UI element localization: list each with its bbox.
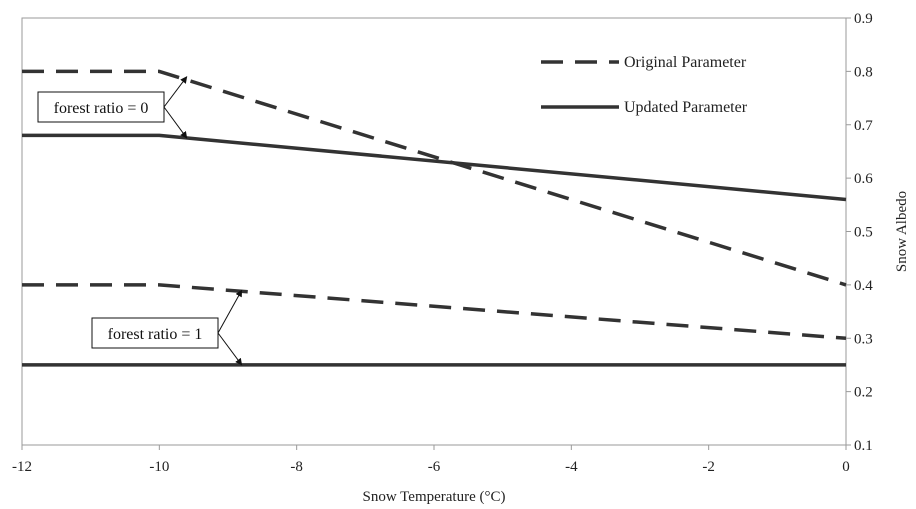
- x-tick-label: -8: [290, 459, 303, 475]
- y-tick-label: 0.3: [854, 331, 873, 347]
- y-tick-label: 0.1: [854, 438, 873, 454]
- series-line-1: [22, 69, 847, 287]
- legend-label-2: Updated Parameter: [624, 99, 748, 116]
- plot-frame: [21, 17, 847, 446]
- annotation-box: [91, 317, 219, 349]
- annotations: forest ratio = 0 forest ratio = 1: [37, 76, 243, 366]
- axes: -12 -10 -8 -6 -4 -2 00.1 0.2 0.3 0.4 0.5 0.6 0.7 0.8 0…: [12, 11, 873, 475]
- annotation-label: forest ratio = 0: [54, 100, 149, 117]
- y-tick-label: 0.6: [854, 171, 873, 187]
- annotation-arrow: [217, 332, 243, 366]
- series-line-2: [22, 133, 847, 202]
- y-tick-label: 0.8: [854, 64, 873, 80]
- y-axis-title: Snow Albedo: [894, 191, 910, 272]
- series-line-3: [22, 283, 847, 341]
- annotation-arrow: [163, 76, 188, 108]
- x-tick-label: -2: [702, 459, 715, 475]
- series-layer: [22, 69, 847, 367]
- annotation-arrow: [163, 106, 188, 139]
- y-tick-label: 0.2: [854, 385, 873, 401]
- annotation-arrow: [217, 289, 243, 334]
- y-tick-label: 0.4: [854, 278, 873, 294]
- x-tick-label: -6: [428, 459, 441, 475]
- x-axis-title: Snow Temperature (°C): [363, 489, 506, 505]
- annotation-label: forest ratio = 1: [108, 326, 203, 343]
- legend-label-1: Original Parameter: [624, 54, 747, 71]
- legend: Original Parameter Updated Parameter: [541, 54, 748, 116]
- x-tick-label: -10: [149, 459, 169, 475]
- x-tick-label: -4: [565, 459, 578, 475]
- y-tick-label: 0.7: [854, 118, 873, 134]
- y-tick-label: 0.9: [854, 11, 873, 27]
- annotation-box: [37, 91, 165, 123]
- y-tick-label: 0.5: [854, 225, 873, 241]
- x-tick-label: -12: [12, 459, 32, 475]
- x-tick-label: 0: [842, 459, 850, 475]
